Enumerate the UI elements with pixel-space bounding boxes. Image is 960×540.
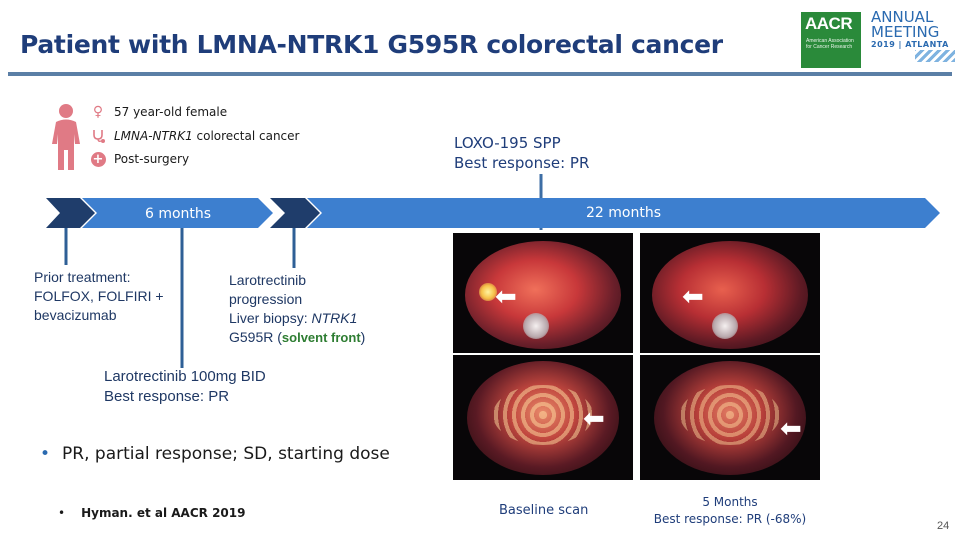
lesion-arrow-icon: ⬅ bbox=[583, 403, 605, 433]
prog-line2: progression bbox=[229, 291, 303, 307]
logo-stripes bbox=[915, 50, 955, 62]
timeline-label-22-months: 22 months bbox=[586, 205, 661, 221]
larotrectinib-dose-note: Larotrectinib 100mg BID Best response: P… bbox=[104, 367, 266, 407]
prog-line1: Larotrectinib bbox=[229, 272, 307, 288]
prior-line3: bevacizumab bbox=[34, 307, 117, 323]
logo-org-full: American Association for Cancer Research bbox=[806, 38, 854, 50]
aacr-logo-mark: AACR American Association for Cancer Res… bbox=[801, 12, 861, 68]
timeline-segment-prior bbox=[46, 198, 95, 228]
logo-event-line2: MEETING bbox=[871, 23, 940, 41]
pet-scan-followup-liver: ⬅ bbox=[640, 233, 820, 353]
patient-diagnosis: LMNA-NTRK1 colorectal cancer bbox=[114, 129, 299, 143]
female-figure-icon bbox=[52, 104, 80, 170]
patient-status-row: + Post-surgery bbox=[90, 151, 189, 167]
logo-event-line1: ANNUAL bbox=[871, 8, 934, 26]
followup-scan-caption: 5 Months Best response: PR (-68%) bbox=[652, 494, 808, 528]
pet-scan-followup-pelvis: ⬅ bbox=[640, 355, 820, 480]
loxo-annotation: LOXO-195 SPP Best response: PR bbox=[454, 133, 589, 173]
dose-line2: Best response: PR bbox=[104, 388, 230, 405]
lesion-arrow-icon: ⬅ bbox=[495, 281, 517, 311]
prior-treatment-note: Prior treatment: FOLFOX, FOLFIRI + bevac… bbox=[34, 268, 164, 325]
logo-event-line3: 2019 | ATLANTA bbox=[871, 40, 949, 49]
prog-line4-prefix: G595R ( bbox=[229, 329, 282, 345]
prog-line3-gene: NTRK1 bbox=[311, 310, 358, 326]
female-symbol-icon: ♀ bbox=[92, 104, 104, 120]
prior-line1: Prior treatment: bbox=[34, 269, 131, 285]
loxo-response: Best response: PR bbox=[454, 154, 590, 172]
baseline-scan-caption: Baseline scan bbox=[499, 503, 589, 518]
pet-scan-baseline-pelvis: ⬅ bbox=[453, 355, 633, 480]
prog-line3: Liver biopsy: NTRK1 bbox=[229, 309, 365, 328]
medical-cross-icon: + bbox=[90, 151, 106, 167]
bullet-dot-icon: • bbox=[58, 506, 66, 520]
citation-text: Hyman. et al AACR 2019 bbox=[81, 506, 246, 520]
stethoscope-icon bbox=[90, 128, 106, 144]
abbreviations-bullet: • PR, partial response; SD, starting dose bbox=[40, 444, 390, 464]
timeline-label-6-months: 6 months bbox=[145, 206, 212, 222]
citation-bullet: • Hyman. et al AACR 2019 bbox=[58, 506, 245, 520]
lesion-arrow-icon: ⬅ bbox=[682, 281, 704, 311]
patient-status: Post-surgery bbox=[114, 152, 190, 166]
followup-caption-line1: 5 Months bbox=[702, 495, 758, 509]
solvent-front-highlight: solvent front bbox=[281, 330, 361, 345]
timeline-segment-6-months bbox=[82, 198, 273, 228]
lesion-arrow-icon: ⬅ bbox=[780, 413, 802, 443]
progression-note: Larotrectinib progression Liver biopsy: … bbox=[229, 271, 365, 347]
bullet-dot-icon: • bbox=[40, 444, 51, 464]
logo-event-text: ANNUAL MEETING 2019 | ATLANTA bbox=[871, 10, 949, 50]
title-divider bbox=[8, 72, 952, 76]
aacr-logo: AACR American Association for Cancer Res… bbox=[797, 6, 957, 68]
patient-diagnosis-row: LMNA-NTRK1 colorectal cancer bbox=[90, 128, 299, 144]
page-number: 24 bbox=[937, 520, 950, 532]
patient-age-row: ♀ 57 year-old female bbox=[90, 104, 227, 120]
timeline-segment-22-months bbox=[307, 198, 940, 228]
prog-line4: G595R (solvent front) bbox=[229, 328, 365, 347]
timeline-segment-progression bbox=[270, 198, 320, 228]
dose-line1: Larotrectinib 100mg BID bbox=[104, 368, 266, 385]
slide-title: Patient with LMNA-NTRK1 G595R colorectal… bbox=[20, 30, 723, 59]
prog-line4-suffix: ) bbox=[360, 329, 366, 345]
diagnosis-gene: LMNA-NTRK1 bbox=[114, 129, 193, 143]
followup-caption-line2: Best response: PR (-68%) bbox=[653, 512, 807, 526]
logo-org-short: AACR bbox=[805, 14, 853, 33]
patient-age-sex: 57 year-old female bbox=[114, 105, 228, 119]
prog-line3-prefix: Liver biopsy: bbox=[229, 310, 312, 326]
abbreviations-text: PR, partial response; SD, starting dose bbox=[62, 444, 390, 464]
patient-summary: ♀ 57 year-old female LMNA-NTRK1 colorect… bbox=[46, 98, 306, 174]
pet-scan-baseline-liver: ⬅ bbox=[453, 233, 633, 353]
prior-line2: FOLFOX, FOLFIRI + bbox=[34, 288, 164, 304]
loxo-drug: LOXO-195 SPP bbox=[454, 134, 561, 152]
diagnosis-rest: colorectal cancer bbox=[192, 129, 300, 143]
